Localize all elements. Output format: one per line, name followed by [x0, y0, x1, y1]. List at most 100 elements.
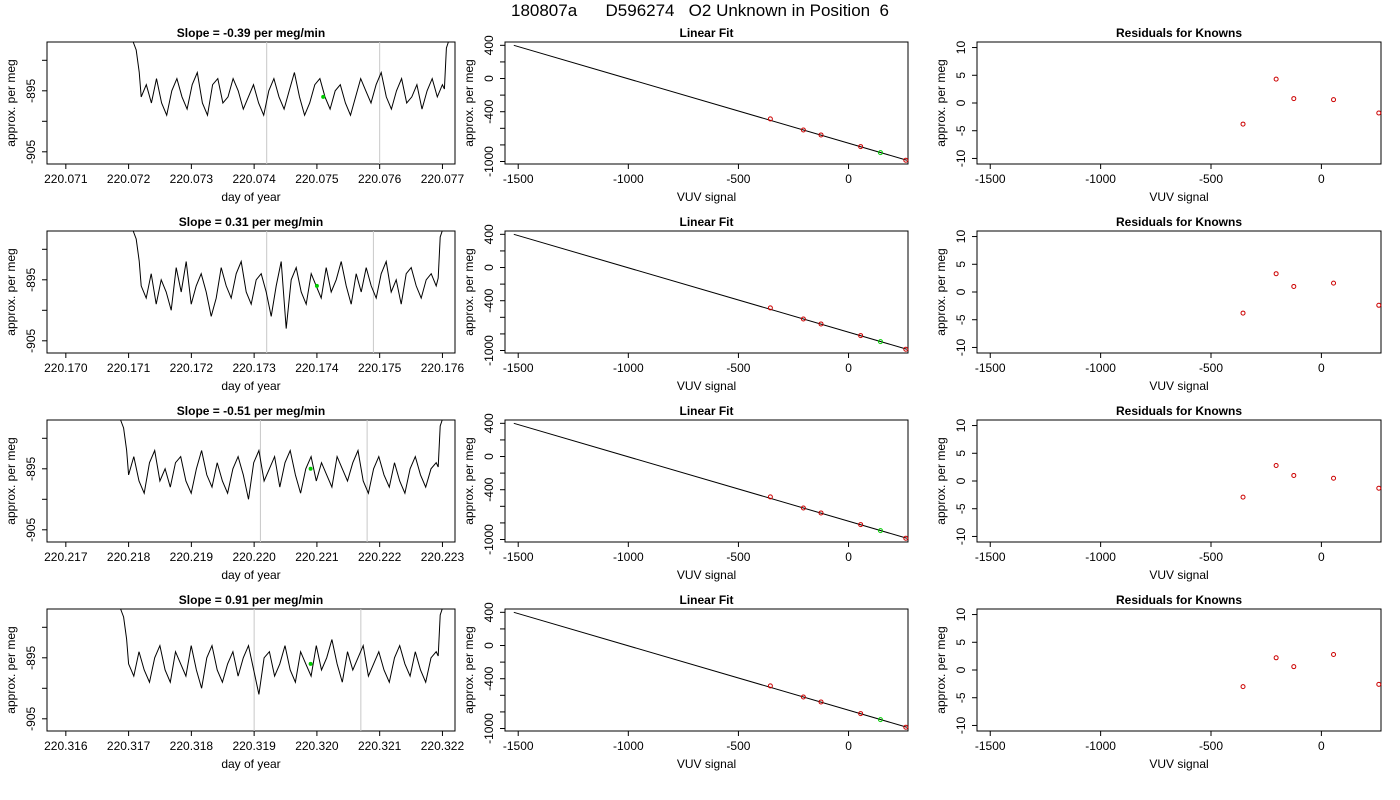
- known-point: [800, 505, 806, 511]
- y-axis-label: approx. per meg: [934, 248, 948, 335]
- residual-point: [1331, 475, 1337, 481]
- x-tick-label: 0: [845, 361, 852, 375]
- y-tick-label: -905: [24, 328, 38, 352]
- residual-point: [1291, 664, 1297, 670]
- panel-title: Residuals for Knowns: [1116, 215, 1242, 229]
- plot-frame: [976, 41, 1382, 165]
- residual-point: [1273, 271, 1279, 277]
- x-tick-label: 220.077: [421, 172, 465, 186]
- x-tick-label: 220.074: [232, 172, 276, 186]
- plot-frame: [46, 41, 456, 165]
- y-tick-label: -905: [24, 706, 38, 730]
- y-tick-label: 5: [954, 450, 968, 457]
- x-tick-label: 0: [845, 172, 852, 186]
- x-tick-label: 220.318: [170, 739, 214, 753]
- x-axis-label: VUV signal: [677, 568, 736, 582]
- y-axis-label: approx. per meg: [934, 59, 948, 146]
- x-tick-label: 220.176: [421, 361, 465, 375]
- panel-title: Residuals for Knowns: [1116, 593, 1242, 607]
- x-tick-label: 220.319: [232, 739, 276, 753]
- y-tick-label: 0: [954, 288, 968, 295]
- x-tick-label: -1500: [975, 172, 1006, 186]
- x-axis-label: day of year: [221, 568, 280, 582]
- residual-point: [1240, 310, 1246, 316]
- known-point: [903, 535, 909, 541]
- residual-point: [1240, 121, 1246, 127]
- y-tick-label: 5: [954, 261, 968, 268]
- plot-frame: [504, 419, 909, 543]
- y-tick-label: 0: [482, 642, 496, 649]
- x-tick-label: -1000: [613, 739, 644, 753]
- x-tick-label: -1500: [975, 739, 1006, 753]
- residual-point: [1273, 655, 1279, 661]
- panel-row1-timeseries: Slope = -0.39 per meg/min day of year appr…: [4, 26, 464, 204]
- known-point: [858, 522, 864, 528]
- unknown-point: [877, 528, 883, 534]
- y-tick-label: 10: [954, 41, 968, 55]
- y-tick-label: 10: [954, 230, 968, 244]
- y-tick-label: -895: [24, 78, 38, 102]
- residual-point: [1240, 684, 1246, 690]
- y-tick-label: -5: [954, 125, 968, 136]
- y-axis-label: approx. per meg: [462, 248, 476, 335]
- panel-title: Slope = -0.39 per meg/min: [177, 26, 325, 40]
- y-tick-label: 0: [954, 477, 968, 484]
- y-tick-label: -400: [482, 477, 496, 501]
- x-tick-label: -500: [726, 361, 750, 375]
- known-point: [858, 333, 864, 339]
- known-point: [767, 494, 773, 500]
- x-tick-label: -1000: [613, 172, 644, 186]
- unknown-point: [314, 283, 319, 288]
- known-point: [818, 321, 824, 327]
- panel-title: Linear Fit: [679, 593, 733, 607]
- y-axis-label: approx. per meg: [934, 437, 948, 524]
- panel-title: Linear Fit: [679, 26, 733, 40]
- panel-title: Slope = 0.91 per meg/min: [179, 593, 323, 607]
- x-axis-label: VUV signal: [677, 379, 736, 393]
- x-tick-label: -500: [1199, 172, 1223, 186]
- panel-row3-timeseries: Slope = -0.51 per meg/min day of year appr…: [4, 404, 464, 582]
- x-tick-label: 0: [845, 550, 852, 564]
- x-tick-label: -1000: [613, 550, 644, 564]
- trace-line: [132, 230, 443, 329]
- y-tick-label: -10: [954, 149, 968, 167]
- known-point: [767, 683, 773, 689]
- x-tick-label: 220.317: [107, 739, 151, 753]
- unknown-point: [877, 717, 883, 723]
- plot-frame: [976, 608, 1382, 732]
- y-axis-label: approx. per meg: [4, 59, 18, 146]
- plot-frame: [504, 41, 909, 165]
- x-tick-label: -500: [1199, 361, 1223, 375]
- x-tick-label: 0: [1318, 739, 1325, 753]
- panel-row4-linear-fit: Linear Fit VUV signal approx. per meg -1500…: [462, 593, 909, 771]
- plot-frame: [46, 230, 456, 354]
- plot-frame: [504, 230, 909, 354]
- x-tick-label: 220.174: [295, 361, 339, 375]
- x-tick-label: 220.221: [295, 550, 339, 564]
- x-axis-label: VUV signal: [1149, 568, 1208, 582]
- y-tick-label: -1000: [482, 713, 496, 744]
- x-tick-label: 220.170: [44, 361, 88, 375]
- y-tick-label: -1000: [482, 146, 496, 177]
- known-point: [903, 724, 909, 730]
- y-tick-label: 0: [482, 264, 496, 271]
- panel-title: Linear Fit: [679, 215, 733, 229]
- y-axis-label: approx. per meg: [4, 626, 18, 713]
- x-tick-label: 220.222: [358, 550, 402, 564]
- panel-title: Linear Fit: [679, 404, 733, 418]
- known-point: [818, 510, 824, 516]
- x-tick-label: -1500: [975, 550, 1006, 564]
- x-tick-label: 220.220: [232, 550, 276, 564]
- x-tick-label: -1500: [503, 172, 534, 186]
- x-tick-label: -500: [726, 172, 750, 186]
- x-tick-label: -1500: [503, 739, 534, 753]
- x-tick-label: 0: [1318, 550, 1325, 564]
- panel-title: Residuals for Knowns: [1116, 26, 1242, 40]
- panel-row3-residuals: Residuals for Knowns VUV signal approx. pe…: [934, 404, 1382, 582]
- x-tick-label: -500: [1199, 739, 1223, 753]
- x-tick-label: 220.217: [44, 550, 88, 564]
- x-tick-label: 220.316: [44, 739, 88, 753]
- plot-frame: [504, 608, 909, 732]
- y-axis-label: approx. per meg: [462, 59, 476, 146]
